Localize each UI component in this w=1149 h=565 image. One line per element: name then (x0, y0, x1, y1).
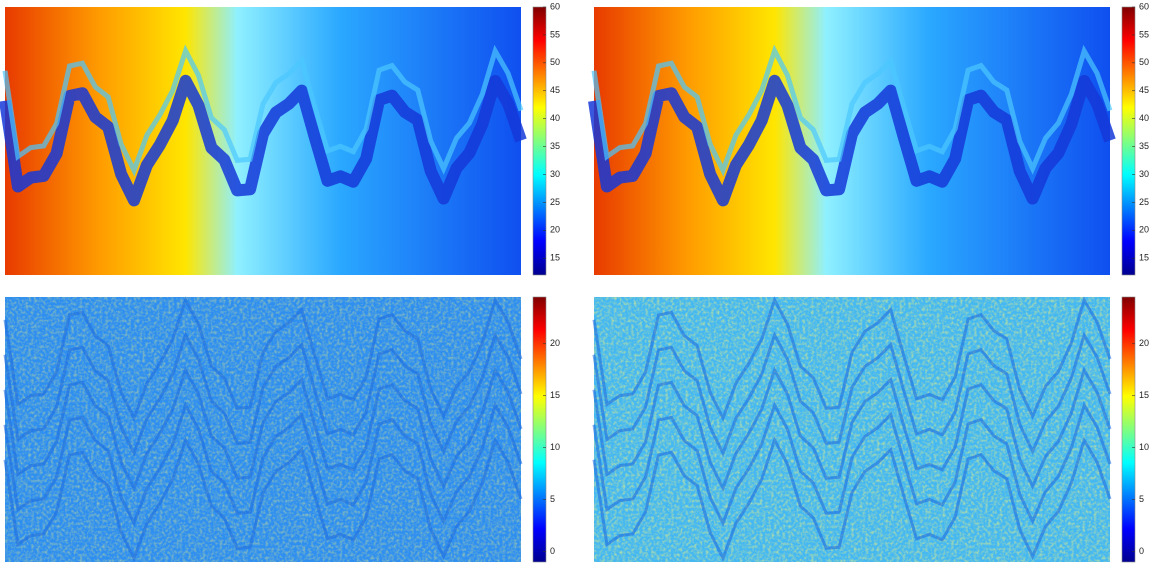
channel-trace (592, 436, 1112, 562)
colorbar-tick-label: 15 (550, 253, 560, 263)
colorbar (1121, 6, 1136, 276)
heatmap-image (3, 296, 523, 562)
channel-trace (3, 296, 523, 422)
channel-trace (3, 401, 523, 527)
colorbar-tick-label: 0 (550, 546, 555, 556)
colorbar-tick-label: 30 (1139, 169, 1149, 179)
colorbar-tick-label: 0 (1139, 546, 1144, 556)
colorbar-tick-label: 25 (550, 197, 560, 207)
channel-trace (592, 366, 1112, 492)
colorbar (1121, 296, 1136, 563)
colorbar-tick-label: 40 (1139, 113, 1149, 123)
colorbar-tick-label: 50 (550, 57, 560, 67)
colorbar-tick-label: 45 (1139, 85, 1149, 95)
colorbar-tick-label: 40 (550, 113, 560, 123)
colorbar (532, 6, 547, 276)
colorbar-tick-label: 60 (550, 1, 560, 11)
colorbar-tick-label: 15 (550, 390, 560, 400)
channel-trace (3, 436, 523, 562)
image-noise (594, 297, 1110, 562)
colorbar-tick-label: 50 (1139, 57, 1149, 67)
river-edge (2, 44, 524, 177)
colorbar-tick-label: 35 (1139, 141, 1149, 151)
colorbar-tick-label: 45 (550, 85, 560, 95)
colorbar-tick-label: 60 (1139, 1, 1149, 11)
colorbar-tick-label: 30 (550, 169, 560, 179)
heatmap-image (592, 296, 1112, 562)
colorbar-tick-label: 10 (1139, 442, 1149, 452)
heatmap-image (0, 7, 527, 275)
colorbar-tick-label: 20 (550, 338, 560, 348)
channel-trace (592, 401, 1112, 527)
colorbar-tick-label: 5 (550, 494, 555, 504)
channel-trace (592, 331, 1112, 457)
colorbar (532, 296, 547, 563)
colorbar-tick-label: 15 (1139, 390, 1149, 400)
colorbar-tick-label: 15 (1139, 253, 1149, 263)
colorbar-tick-label: 35 (550, 141, 560, 151)
colorbar-tick-label: 20 (550, 225, 560, 235)
colorbar-tick-label: 25 (1139, 197, 1149, 207)
channel-trace (3, 331, 523, 457)
colorbar-tick-label: 20 (1139, 225, 1149, 235)
river-channel (0, 74, 527, 207)
channel-trace (3, 366, 523, 492)
colorbar-tick-label: 20 (1139, 338, 1149, 348)
image-noise (5, 297, 521, 562)
river-channel (588, 74, 1116, 207)
colorbar-tick-label: 5 (1139, 494, 1144, 504)
colorbar-tick-label: 55 (1139, 29, 1149, 39)
river-edge (591, 44, 1113, 177)
colorbar-tick-label: 55 (550, 29, 560, 39)
channel-trace (592, 296, 1112, 422)
colorbar-tick-label: 10 (550, 442, 560, 452)
heatmap-image (588, 7, 1116, 275)
